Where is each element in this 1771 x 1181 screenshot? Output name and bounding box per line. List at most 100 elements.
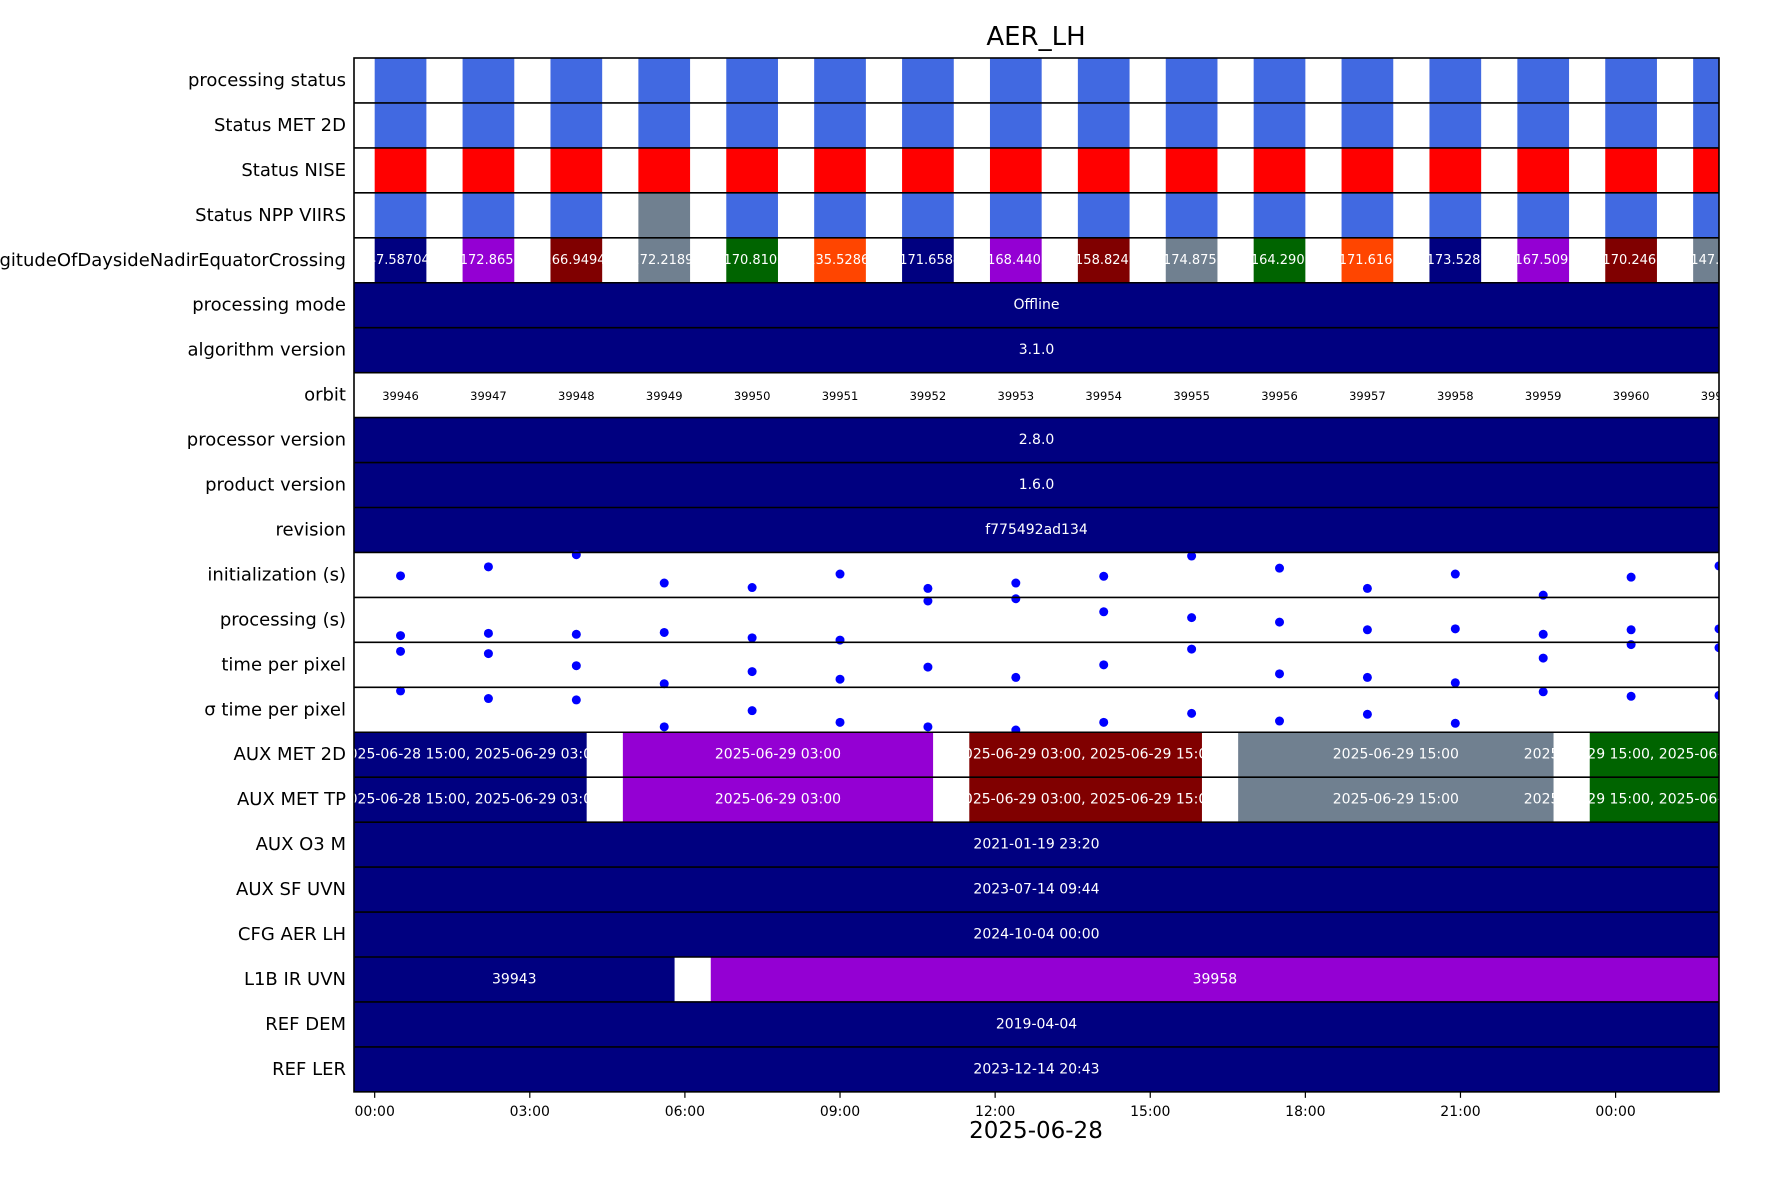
scatter-point bbox=[1187, 551, 1197, 561]
segment-bar bbox=[1238, 777, 1554, 823]
row-label: REF DEM bbox=[265, 1014, 346, 1035]
row-label: processing status bbox=[188, 70, 346, 91]
row-0 bbox=[374, 58, 1719, 103]
orbit-number: 39957 bbox=[1349, 389, 1386, 403]
orbit-bar-label: -174.8753 bbox=[1158, 253, 1225, 268]
row-2 bbox=[374, 147, 1719, 193]
row-label: CFG AER LH bbox=[238, 924, 346, 945]
span-bar-label: Offline bbox=[1014, 297, 1060, 313]
scatter-point bbox=[747, 583, 757, 593]
orbit-bar bbox=[1429, 102, 1482, 148]
orbit-bar bbox=[550, 58, 603, 103]
scatter-point bbox=[483, 562, 493, 572]
row-label: LongitudeOfDaysideNadirEquatorCrossing bbox=[0, 250, 346, 271]
row-label: AUX MET TP bbox=[237, 789, 346, 810]
span-bar bbox=[354, 1046, 1719, 1092]
scatter-point bbox=[1714, 624, 1719, 634]
scatter-point bbox=[1275, 617, 1285, 627]
scatter-point bbox=[1362, 583, 1372, 593]
segment-bar-label: 2025-06-29 15:00, 2025-06-30 03:00 bbox=[1524, 747, 1771, 763]
orbit-bar bbox=[726, 192, 778, 238]
scatter-point bbox=[1538, 629, 1548, 639]
orbit-number: 39954 bbox=[1085, 389, 1122, 403]
orbit-bar bbox=[726, 58, 778, 103]
row-label: AUX O3 M bbox=[256, 834, 346, 855]
orbit-number: 39949 bbox=[646, 389, 683, 403]
span-bar-label: 2024-10-04 00:00 bbox=[973, 927, 1099, 943]
row-5: Offline bbox=[354, 282, 1719, 328]
scatter-point bbox=[1714, 690, 1719, 700]
orbit-number: 39952 bbox=[910, 389, 947, 403]
orbit-bar bbox=[462, 58, 515, 103]
orbit-bar-label: -158.8249 bbox=[1070, 253, 1137, 268]
segment-bar bbox=[710, 957, 1719, 1002]
orbit-bar bbox=[374, 147, 427, 193]
scatter-point bbox=[1538, 687, 1548, 697]
orbit-bar bbox=[374, 192, 427, 238]
row-label: product version bbox=[205, 475, 346, 496]
orbit-bar-label: -173.5287 bbox=[1422, 253, 1489, 268]
scatter-point bbox=[1187, 644, 1197, 654]
orbit-number: 39956 bbox=[1261, 389, 1298, 403]
orbit-bar bbox=[1165, 58, 1218, 103]
row-7: 39946 39947 39948 39949 39950 39951 39952 39953… bbox=[382, 389, 1719, 403]
segment-bar-label: 2025-06-29 15:00 bbox=[1333, 792, 1459, 808]
scatter-point bbox=[923, 722, 933, 732]
row-6: 3.1.0 bbox=[354, 327, 1719, 373]
orbit-bar bbox=[1077, 192, 1130, 238]
x-tick-label: 09:00 bbox=[820, 1104, 860, 1120]
row-21: 2019-04-04 bbox=[354, 1001, 1719, 1047]
orbit-bar bbox=[989, 102, 1042, 148]
plot-area: -147.5870417 -172.8652 -166.94942 -172.2189… bbox=[340, 58, 1771, 1092]
orbit-number: 39951 bbox=[822, 389, 859, 403]
orbit-bar-label: -167.5091 bbox=[1510, 253, 1577, 268]
scatter-point bbox=[1011, 672, 1021, 682]
row-3 bbox=[374, 192, 1719, 238]
scatter-point bbox=[483, 694, 493, 704]
row-4: -147.5870417 -172.8652 -166.94942 -172.2189… bbox=[355, 237, 1719, 283]
orbit-bar-label: -147.5870417 bbox=[355, 253, 447, 268]
orbit-number: 39955 bbox=[1173, 389, 1210, 403]
scatter-point bbox=[1450, 624, 1460, 634]
segment-bar bbox=[1589, 777, 1719, 823]
orbit-bar bbox=[902, 58, 954, 103]
orbit-bar bbox=[550, 192, 603, 238]
row-label: σ time per pixel bbox=[204, 699, 346, 720]
scatter-point bbox=[835, 635, 845, 645]
row-label: processor version bbox=[187, 430, 346, 451]
orbit-number: 39947 bbox=[470, 389, 507, 403]
scatter-point bbox=[1187, 613, 1197, 623]
orbit-bar bbox=[814, 192, 866, 238]
orbit-bar bbox=[374, 58, 427, 103]
orbit-bar bbox=[1605, 237, 1657, 283]
orbit-bar bbox=[726, 102, 778, 148]
segment-bar-label: 39958 bbox=[1193, 971, 1238, 987]
orbit-bar bbox=[1517, 237, 1570, 283]
row-19: 2024-10-04 00:00 bbox=[354, 912, 1719, 957]
span-bar-label: 3.1.0 bbox=[1019, 342, 1055, 358]
scatter-point bbox=[835, 569, 845, 579]
row-label: Status NISE bbox=[241, 160, 346, 181]
segment-bar-label: 2025-06-28 15:00, 2025-06-29 03:00 bbox=[340, 792, 601, 808]
scatter-point bbox=[1538, 590, 1548, 600]
segment-bar bbox=[969, 732, 1202, 778]
span-bar-label: 2019-04-04 bbox=[996, 1016, 1077, 1032]
row-label: AUX SF UVN bbox=[236, 879, 346, 900]
orbit-bar bbox=[902, 147, 954, 193]
row-10: f775492ad134 bbox=[354, 507, 1719, 553]
row-9: 1.6.0 bbox=[354, 462, 1719, 508]
x-tick-label: 06:00 bbox=[665, 1104, 705, 1120]
span-bar-label: 2021-01-19 23:20 bbox=[973, 837, 1099, 853]
orbit-bar bbox=[1165, 147, 1218, 193]
orbit-bar bbox=[462, 102, 515, 148]
scatter-point bbox=[1275, 563, 1285, 573]
scatter-point bbox=[835, 674, 845, 684]
orbit-number: 39960 bbox=[1613, 389, 1650, 403]
scatter-point bbox=[1011, 578, 1021, 588]
orbit-bar-label: -170.2463 bbox=[1598, 253, 1665, 268]
orbit-bar-label: -166.94942 bbox=[539, 253, 614, 268]
row-1 bbox=[374, 102, 1719, 148]
segment-bar-label: 39943 bbox=[492, 971, 537, 987]
scatter-point bbox=[835, 717, 845, 727]
